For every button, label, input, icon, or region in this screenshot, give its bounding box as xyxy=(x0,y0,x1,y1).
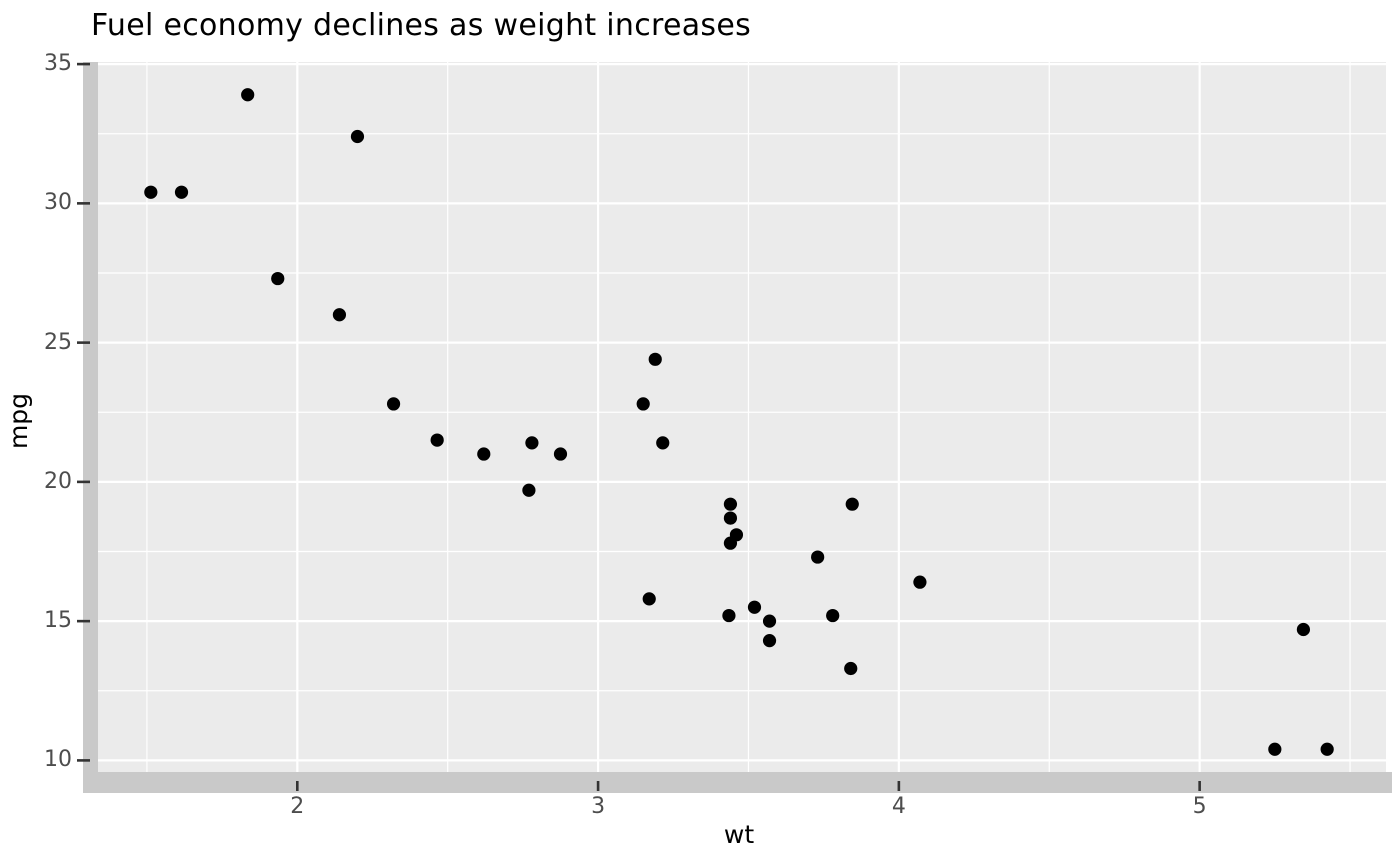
data-point xyxy=(648,352,662,366)
data-point xyxy=(525,436,539,450)
y-tick-label: 20 xyxy=(44,468,72,494)
data-point xyxy=(477,447,491,461)
data-point xyxy=(762,614,777,628)
x-tick-label: 5 xyxy=(1192,794,1207,819)
data-point xyxy=(522,483,536,497)
x-tick-label: 4 xyxy=(891,794,906,819)
data-point xyxy=(332,308,347,322)
data-point xyxy=(844,661,858,676)
y-tick-label: 30 xyxy=(44,190,72,216)
data-point xyxy=(430,433,444,447)
data-point xyxy=(723,511,738,525)
data-point xyxy=(826,608,840,623)
data-point xyxy=(642,592,656,606)
plot-panel xyxy=(92,62,1386,782)
x-tick-label: 2 xyxy=(290,794,305,819)
data-point xyxy=(723,536,738,550)
chart-title: Fuel economy declines as weight increase… xyxy=(91,8,752,43)
panel-shadow-left xyxy=(83,62,98,793)
data-point xyxy=(350,129,365,144)
x-axis-title: wt xyxy=(723,820,755,849)
data-point xyxy=(845,497,859,511)
data-point xyxy=(144,185,158,199)
data-point xyxy=(553,447,568,461)
data-point xyxy=(1320,742,1334,756)
y-tick-label: 10 xyxy=(44,747,72,773)
data-point xyxy=(174,185,189,199)
x-tick-label: 3 xyxy=(591,794,606,819)
data-point xyxy=(1268,742,1282,756)
data-point xyxy=(386,397,401,411)
panel-shadow-bottom xyxy=(83,772,1392,793)
data-point xyxy=(747,600,762,614)
data-point xyxy=(913,575,927,589)
data-point xyxy=(762,634,777,648)
data-point xyxy=(656,436,670,450)
data-point xyxy=(722,608,736,623)
data-point xyxy=(271,271,285,286)
data-point xyxy=(636,397,650,411)
data-point xyxy=(723,497,738,511)
data-point xyxy=(241,88,255,102)
y-tick-label: 25 xyxy=(44,329,72,355)
data-point xyxy=(811,550,825,564)
data-point xyxy=(1296,622,1311,637)
y-tick-label: 15 xyxy=(44,608,72,634)
y-tick-label: 35 xyxy=(44,51,72,77)
y-axis-title: mpg xyxy=(4,392,33,450)
